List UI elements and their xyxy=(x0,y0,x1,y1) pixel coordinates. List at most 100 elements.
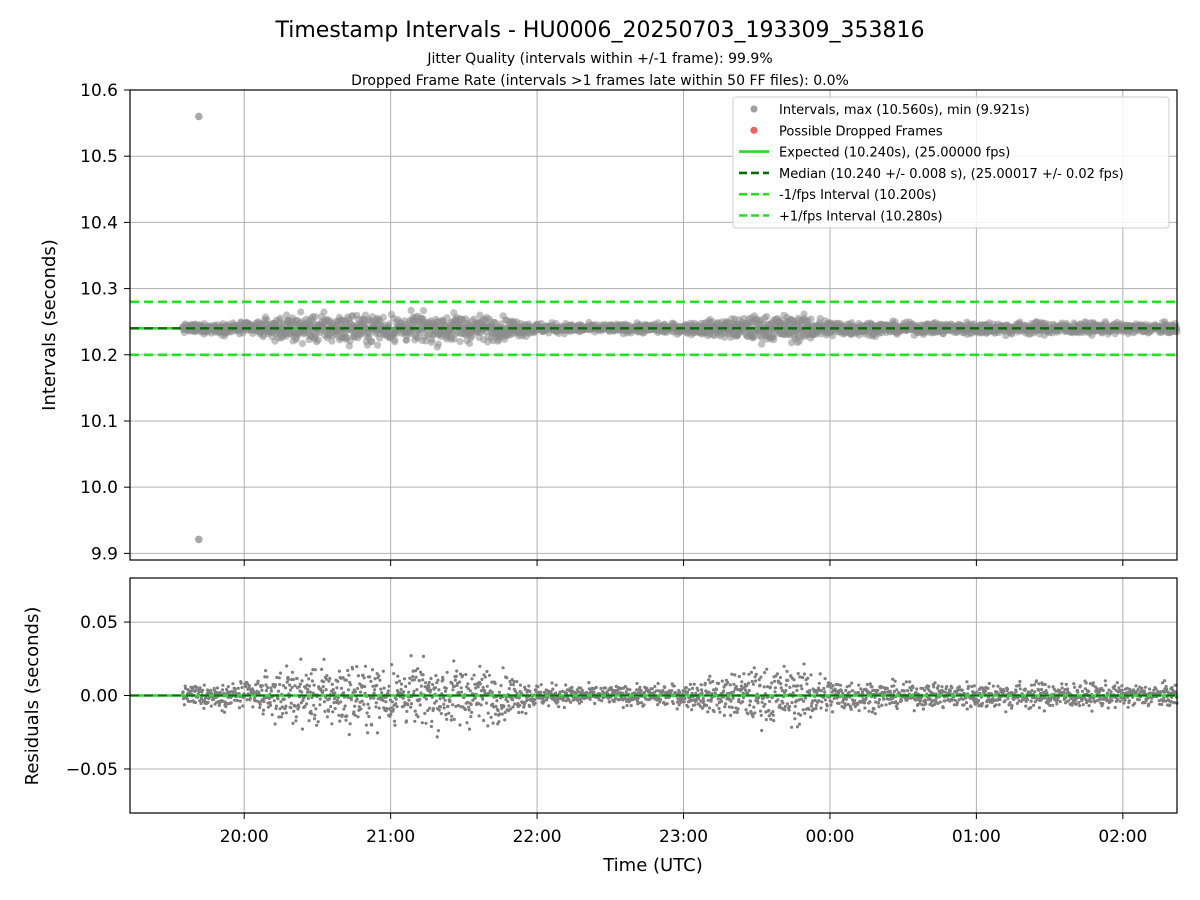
residual-point xyxy=(629,704,633,708)
residual-point xyxy=(349,683,353,687)
residual-point xyxy=(1029,699,1033,703)
residual-point xyxy=(485,669,489,674)
residual-point xyxy=(433,686,438,690)
residual-point xyxy=(1117,686,1121,690)
residual-point xyxy=(658,700,662,704)
residual-point xyxy=(891,696,895,700)
residual-point xyxy=(1060,686,1064,690)
residual-point xyxy=(322,700,327,704)
residual-point xyxy=(442,706,446,710)
residual-point xyxy=(677,703,681,707)
residual-point xyxy=(460,690,464,694)
residual-point xyxy=(564,699,568,703)
x-tick-label: 00:00 xyxy=(805,827,854,847)
residual-point xyxy=(322,657,326,661)
residual-point xyxy=(994,703,998,707)
residual-point xyxy=(562,705,567,710)
residual-point xyxy=(683,697,687,701)
residual-point xyxy=(788,685,792,690)
legend-label: Expected (10.240s), (25.00000 fps) xyxy=(779,146,1010,161)
residual-point xyxy=(671,701,676,706)
residual-point xyxy=(747,688,751,693)
residual-point xyxy=(637,701,641,705)
residual-point xyxy=(844,688,848,693)
residual-point xyxy=(870,710,875,714)
residual-point xyxy=(512,679,516,684)
residual-point xyxy=(458,723,462,727)
residual-point xyxy=(429,688,433,692)
residual-point xyxy=(902,689,906,693)
residual-point xyxy=(1029,706,1033,710)
residual-point xyxy=(490,680,494,684)
residual-point xyxy=(964,696,968,700)
residual-point xyxy=(948,689,952,693)
residuals-y-tick-label: 0.00 xyxy=(80,687,118,707)
residual-point xyxy=(446,704,450,708)
residual-point xyxy=(301,699,305,703)
residual-point xyxy=(1024,704,1028,708)
residual-point xyxy=(496,708,500,713)
interval-point xyxy=(320,308,328,316)
residual-point xyxy=(839,689,843,693)
residual-point xyxy=(421,673,425,677)
residual-point xyxy=(888,701,892,706)
residual-point xyxy=(774,674,778,678)
residual-point xyxy=(307,719,311,723)
residual-point xyxy=(258,705,262,710)
residual-point xyxy=(1062,690,1066,695)
residual-point xyxy=(269,703,273,708)
interval-point xyxy=(373,341,382,349)
residual-point xyxy=(497,690,501,694)
legend-entry: Median (10.240 +/- 0.008 s), (25.00017 +… xyxy=(739,167,1124,182)
residual-point xyxy=(394,702,398,706)
residual-point xyxy=(340,713,344,717)
residual-point xyxy=(220,688,225,692)
residual-point xyxy=(844,697,848,701)
residual-point xyxy=(194,700,198,705)
residual-point xyxy=(954,690,959,695)
residual-point xyxy=(409,654,413,658)
residual-point xyxy=(906,689,910,693)
residual-point xyxy=(717,706,721,711)
residual-point xyxy=(268,700,272,705)
residual-point xyxy=(451,688,455,692)
residual-point xyxy=(404,719,409,723)
residual-point xyxy=(275,675,279,680)
residual-point xyxy=(1148,687,1152,691)
residual-point xyxy=(778,703,782,707)
residual-point xyxy=(198,686,202,690)
residual-point xyxy=(417,679,421,683)
residual-point xyxy=(1133,701,1137,706)
residual-point xyxy=(413,709,417,713)
residual-point xyxy=(338,719,342,723)
residual-point xyxy=(497,720,501,724)
residual-point xyxy=(1143,685,1148,689)
residual-point xyxy=(224,704,228,709)
residual-point xyxy=(621,705,625,710)
residual-point xyxy=(469,702,473,707)
residual-point xyxy=(293,704,297,708)
residual-point xyxy=(822,686,826,691)
residual-point xyxy=(830,700,834,704)
residual-point xyxy=(869,691,873,695)
residual-point xyxy=(730,672,734,676)
residual-point xyxy=(258,702,262,707)
residual-point xyxy=(772,719,776,723)
residual-point xyxy=(406,703,410,707)
residual-point xyxy=(402,677,407,681)
residual-point xyxy=(868,682,872,686)
residual-point xyxy=(587,681,591,685)
interval-point xyxy=(385,320,393,328)
residual-point xyxy=(623,684,628,689)
residual-point xyxy=(1115,681,1119,685)
residual-point xyxy=(366,731,370,735)
residual-point xyxy=(359,707,363,711)
residual-point xyxy=(307,677,311,681)
interval-point xyxy=(328,337,336,345)
residual-point xyxy=(420,721,424,725)
residual-point xyxy=(802,662,806,666)
residual-point xyxy=(723,705,727,709)
residual-point xyxy=(1032,703,1036,708)
residual-point xyxy=(236,686,240,690)
residual-point xyxy=(407,698,411,702)
